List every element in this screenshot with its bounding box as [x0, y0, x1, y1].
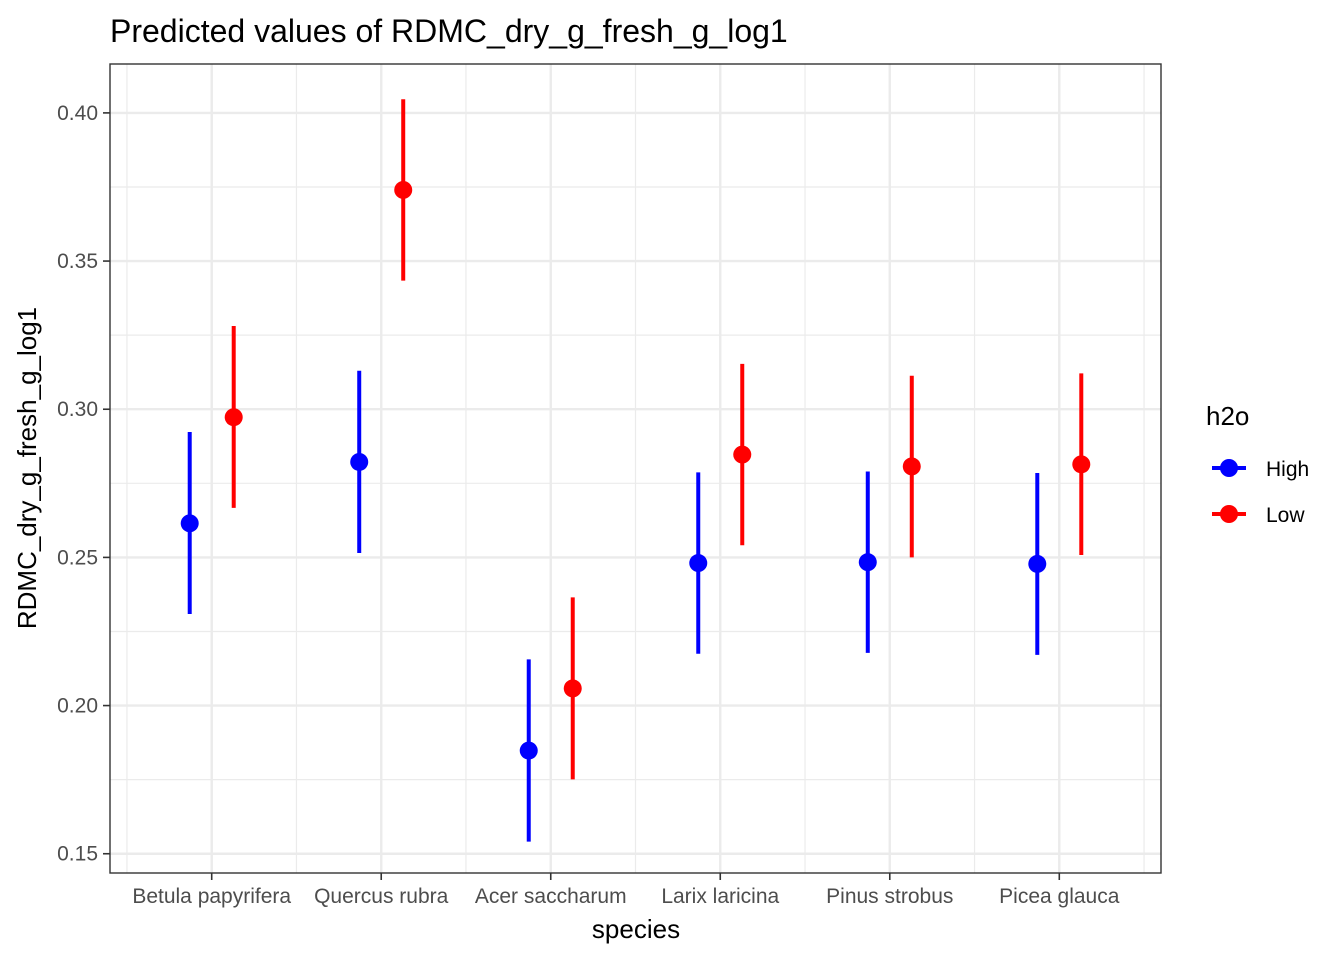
- major-gridlines: [110, 64, 1161, 873]
- x-tick-label: Betula papyrifera: [132, 885, 291, 908]
- point-low-2: [563, 679, 582, 698]
- point-high-2: [519, 741, 538, 760]
- y-axis: 0.15 0.20 0.25 0.30 0.35 0.40: [57, 102, 110, 866]
- point-high-3: [689, 554, 708, 573]
- legend-label-low: Low: [1266, 504, 1305, 527]
- point-high-5: [1028, 554, 1047, 573]
- y-axis-title: RDMC_dry_g_fresh_g_log1: [12, 307, 42, 629]
- data-marks: [180, 99, 1091, 842]
- point-low-0: [224, 408, 243, 427]
- y-tick-label: 0.30: [57, 398, 98, 421]
- x-axis: Betula papyrifera Quercus rubra Acer sacch…: [132, 873, 1120, 908]
- minor-gridlines: [110, 64, 1161, 873]
- y-tick-label: 0.40: [57, 102, 98, 125]
- x-axis-title: species: [592, 914, 680, 944]
- chart-title: Predicted values of RDMC_dry_g_fresh_g_l…: [110, 13, 788, 49]
- x-tick-label: Quercus rubra: [314, 885, 449, 908]
- x-tick-label: Acer saccharum: [475, 885, 627, 908]
- plot-border: [109, 63, 1162, 874]
- x-tick-label: Picea glauca: [999, 885, 1120, 908]
- x-tick-label: Pinus strobus: [826, 885, 953, 908]
- legend-title: h2o: [1206, 401, 1249, 431]
- legend-label-high: High: [1266, 458, 1309, 481]
- legend-key-point-high: [1220, 459, 1238, 477]
- y-tick-label: 0.20: [57, 695, 98, 718]
- legend: h2o High Low: [1206, 401, 1309, 527]
- point-high-1: [350, 452, 369, 471]
- point-low-1: [394, 180, 413, 199]
- y-tick-label: 0.25: [57, 546, 98, 569]
- point-high-0: [180, 514, 199, 533]
- y-tick-label: 0.35: [57, 250, 98, 273]
- point-low-5: [1072, 455, 1091, 474]
- point-low-4: [902, 457, 921, 476]
- point-low-3: [733, 445, 752, 464]
- point-high-4: [858, 553, 877, 572]
- y-tick-label: 0.15: [57, 843, 98, 866]
- legend-key-point-low: [1220, 505, 1238, 523]
- x-tick-label: Larix laricina: [661, 885, 779, 908]
